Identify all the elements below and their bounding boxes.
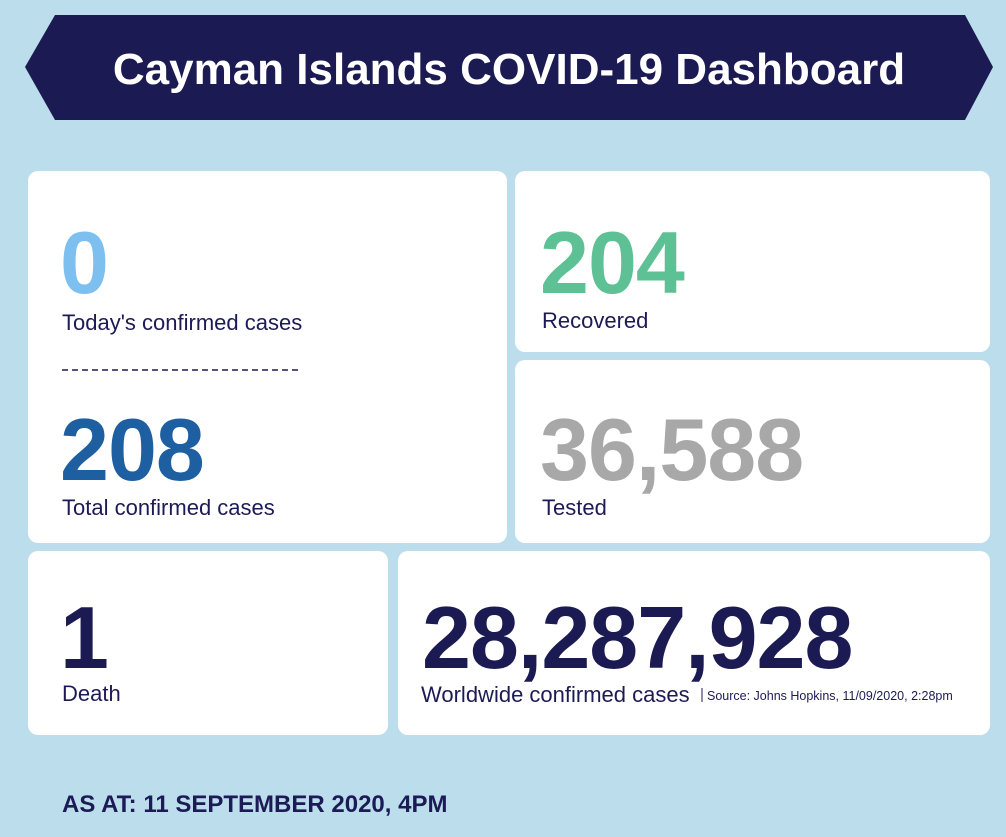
stat-value: 28,287,928 <box>422 588 852 687</box>
title-banner <box>25 15 993 120</box>
footer-date: AS AT: 11 SEPTEMBER 2020, 4PM <box>62 791 447 818</box>
stat-label: Worldwide confirmed cases <box>421 682 690 707</box>
stat-value: 36,588 <box>540 400 803 499</box>
stat-label: Death <box>62 681 121 706</box>
stat-label: Tested <box>542 495 607 520</box>
title: Cayman Islands COVID-19 Dashboard <box>113 45 905 94</box>
stat-value: 204 <box>540 213 685 312</box>
stat-value: 0 <box>60 213 108 312</box>
card <box>28 551 388 735</box>
source-note: Source: Johns Hopkins, 11/09/2020, 2:28p… <box>707 689 953 703</box>
stat-label: Today's confirmed cases <box>62 310 302 335</box>
stat-label: Total confirmed cases <box>62 495 275 520</box>
stat-value: 208 <box>60 400 204 499</box>
card <box>398 551 990 735</box>
card <box>28 171 507 543</box>
card <box>515 171 990 352</box>
stat-label: Recovered <box>542 308 648 333</box>
card <box>515 360 990 543</box>
stat-value: 1 <box>60 588 108 687</box>
